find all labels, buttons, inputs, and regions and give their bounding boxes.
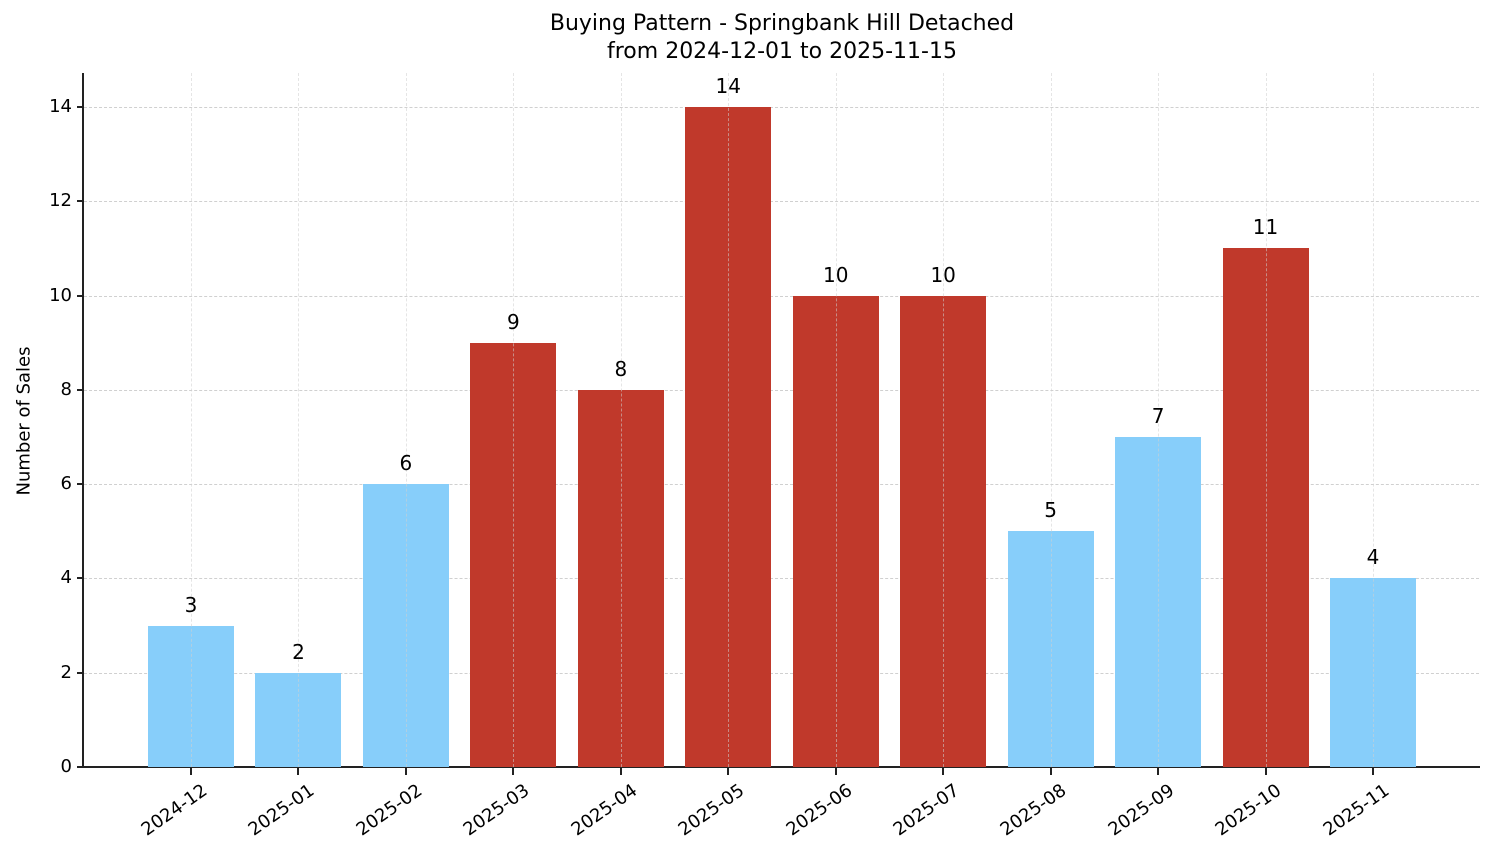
chart-title-main: Buying Pattern - Springbank Hill Detache… [549, 11, 1015, 36]
y-tick-label: 8 [60, 378, 72, 400]
x-axis-spine [82, 766, 1480, 768]
v-gridline [620, 73, 622, 767]
bar-value-label: 10 [930, 262, 956, 287]
v-gridline [513, 73, 515, 767]
h-gridline [84, 672, 1479, 674]
x-tick [512, 768, 515, 775]
x-tick [1264, 768, 1267, 775]
v-gridline [1158, 73, 1160, 767]
v-gridline [943, 73, 945, 767]
y-tick-label: 12 [49, 190, 72, 212]
h-gridline [84, 107, 1479, 108]
v-gridline [1050, 73, 1052, 767]
chart-subtitle: from 2024-12-01 to 2025-11-15 [607, 39, 957, 64]
y-tick-label: 6 [60, 473, 72, 495]
v-gridline [191, 73, 192, 767]
v-gridline [728, 73, 730, 767]
h-gridline [84, 201, 1479, 203]
bar-value-label: 3 [184, 592, 198, 617]
y-tick [77, 200, 83, 203]
x-tick-label: 2025-08 [997, 780, 1071, 841]
x-tick-label: 2025-01 [244, 780, 319, 841]
y-tick-label: 2 [60, 661, 72, 683]
bar-value-label: 2 [292, 639, 305, 664]
bar-value-label: 8 [614, 356, 628, 381]
bar-value-label: 11 [1252, 215, 1279, 240]
x-tick [404, 768, 407, 775]
y-tick [77, 671, 83, 674]
chart-title: Buying Pattern - Springbank Hill Detache… [0, 10, 1494, 66]
v-gridline [835, 73, 837, 767]
x-tick [834, 768, 837, 775]
x-tick [727, 768, 730, 775]
h-gridline [84, 295, 1479, 297]
y-tick [77, 483, 83, 486]
y-tick [77, 388, 83, 391]
y-tick [77, 577, 83, 580]
y-tick-label: 4 [60, 567, 72, 589]
x-tick-label: 2025-07 [889, 780, 964, 841]
x-tick-label: 2025-02 [352, 780, 426, 841]
x-tick-label: 2025-11 [1319, 780, 1394, 841]
y-axis-spine [82, 73, 84, 768]
bar-value-label: 5 [1044, 498, 1057, 523]
x-tick [942, 768, 945, 775]
x-tick-label: 2025-06 [782, 780, 856, 841]
x-tick-label: 2025-05 [674, 780, 749, 841]
h-gridline [84, 389, 1479, 391]
y-tick [77, 294, 83, 297]
bar-value-label: 4 [1366, 545, 1380, 570]
x-tick [1157, 768, 1160, 775]
y-tick-label: 10 [49, 284, 72, 306]
v-gridline [405, 73, 407, 767]
x-tick [1372, 768, 1374, 775]
y-tick [77, 766, 83, 768]
x-tick-label: 2025-04 [567, 780, 641, 841]
y-tick [77, 106, 83, 108]
x-tick-label: 2025-10 [1211, 780, 1286, 841]
y-tick-label: 0 [60, 756, 72, 777]
v-gridline [1373, 73, 1374, 767]
v-gridline [1265, 73, 1267, 767]
bar-value-label: 9 [506, 309, 520, 334]
x-tick [619, 768, 622, 775]
v-gridline [298, 73, 300, 767]
y-tick-label: 14 [49, 96, 72, 117]
bar-value-label: 7 [1151, 404, 1165, 428]
x-tick [297, 768, 300, 775]
bar-value-label: 14 [715, 74, 741, 98]
bar-value-label: 10 [822, 262, 849, 287]
x-tick-label: 2025-03 [459, 780, 534, 841]
h-gridline [84, 484, 1479, 486]
bar-value-label: 6 [399, 451, 413, 476]
x-tick [190, 768, 192, 775]
x-tick-label: 2024-12 [137, 780, 212, 841]
h-gridline [84, 578, 1479, 580]
x-tick-label: 2025-09 [1104, 780, 1179, 841]
x-tick [1049, 768, 1052, 775]
